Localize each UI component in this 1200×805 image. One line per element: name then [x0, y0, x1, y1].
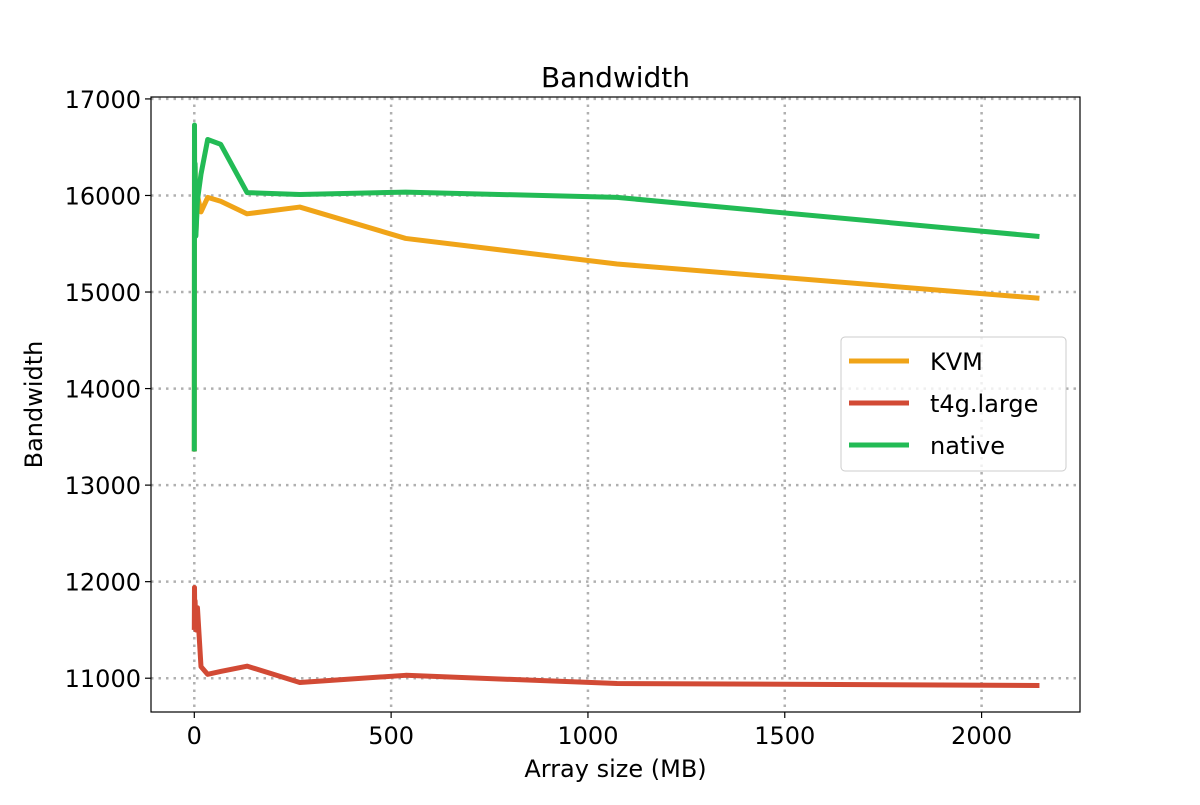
- y-axis-label: Bandwidth: [20, 341, 48, 469]
- legend-label-kvm: KVM: [930, 348, 983, 376]
- legend-label-t4g-large: t4g.large: [930, 390, 1038, 418]
- y-tick-label: 14000: [65, 376, 141, 404]
- legend-label-native: native: [930, 432, 1005, 460]
- y-tick-label: 12000: [65, 569, 141, 597]
- series-layer: [191, 122, 1040, 688]
- y-tick-label: 11000: [65, 665, 141, 693]
- series-line-t4g-large: [191, 584, 1040, 688]
- y-tick-label: 15000: [65, 279, 141, 307]
- y-tick-label: 16000: [65, 182, 141, 210]
- axis-ticks: 0 500 1000 1500 2000 11000 12000 13000 14000 1500…: [65, 86, 1012, 750]
- x-tick-label: 0: [187, 722, 202, 750]
- legend: KVM t4g.large native: [840, 336, 1067, 472]
- x-tick-label: 1000: [557, 722, 618, 750]
- x-axis-label: Array size (MB): [524, 755, 706, 783]
- plot-area-frame: [150, 96, 1081, 713]
- x-tick-label: 1500: [754, 722, 815, 750]
- y-tick-label: 13000: [65, 472, 141, 500]
- y-tick-label: 17000: [65, 86, 141, 114]
- series-line-native: [191, 122, 1040, 452]
- x-tick-label: 500: [368, 722, 414, 750]
- chart-title: Bandwidth: [541, 61, 690, 94]
- x-tick-label: 2000: [951, 722, 1012, 750]
- legend-box: [840, 336, 1067, 472]
